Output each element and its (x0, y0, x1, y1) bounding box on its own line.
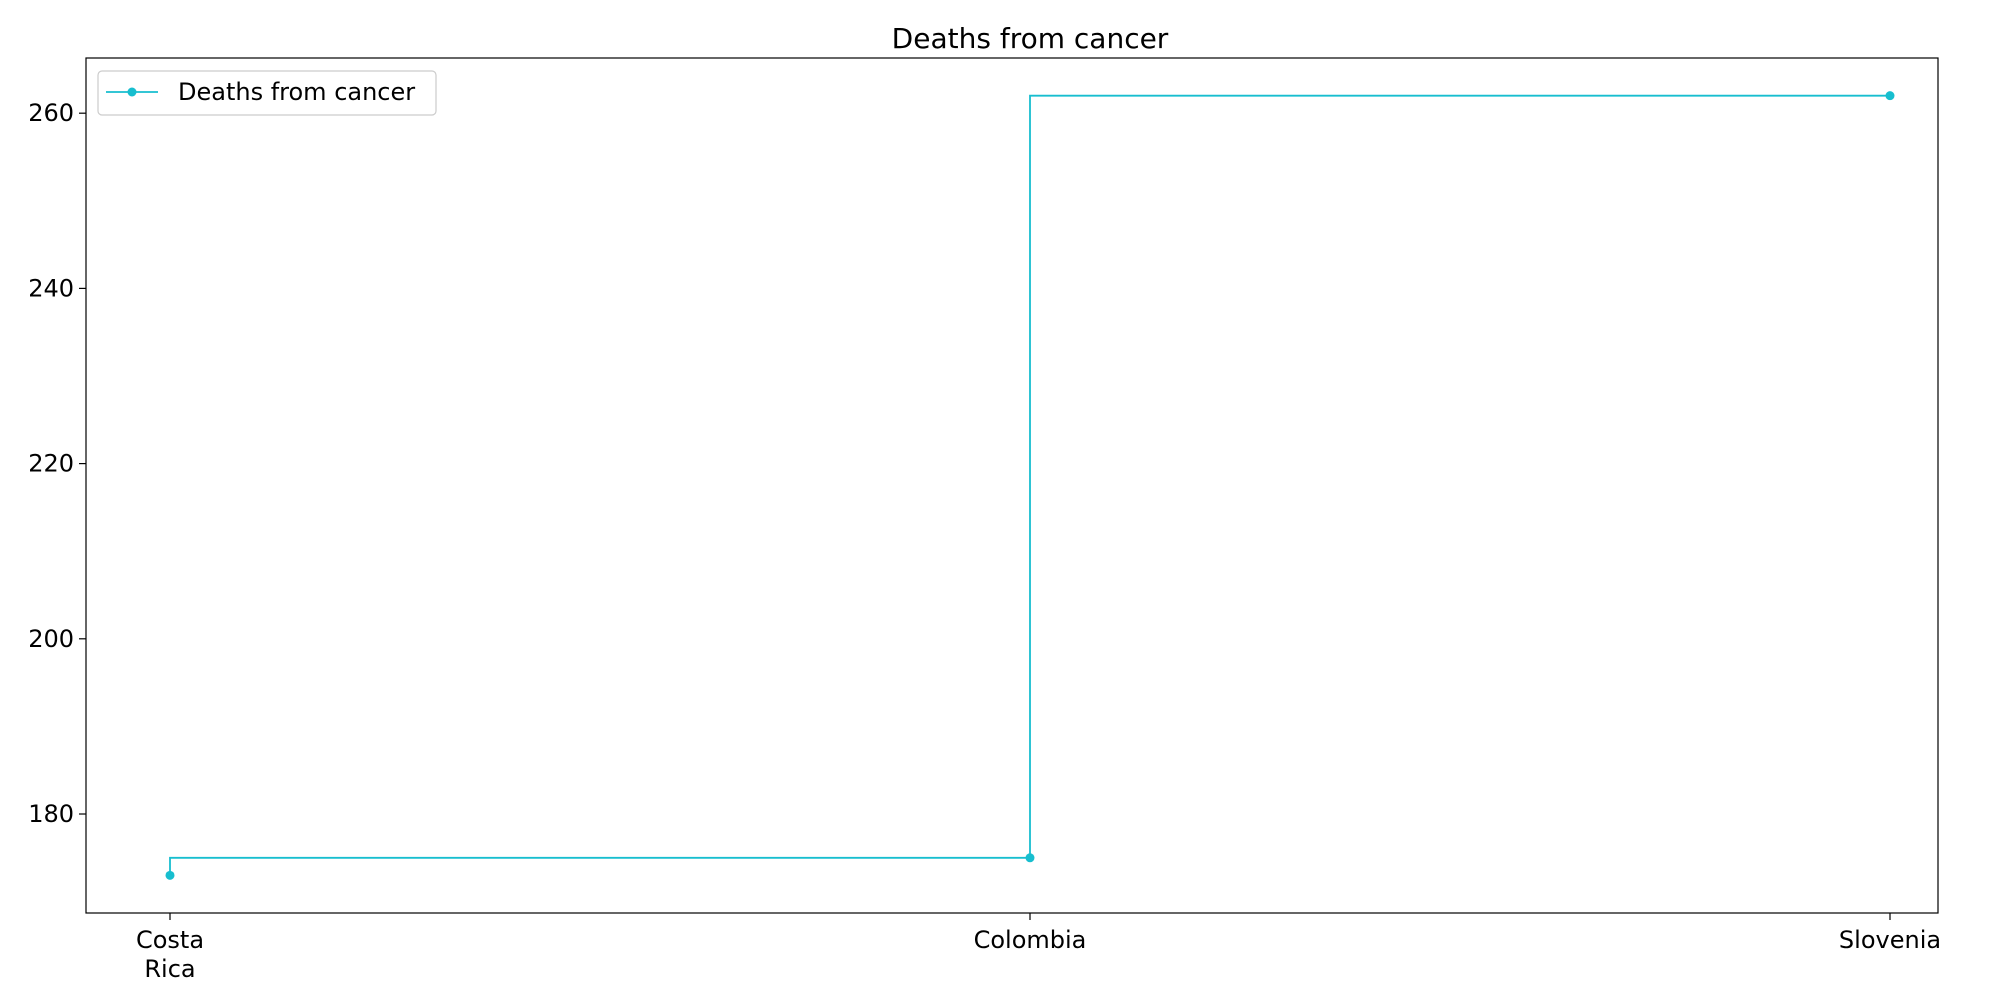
y-tick-label: 260 (28, 99, 74, 127)
data-point (165, 870, 175, 880)
x-tick-label: Slovenia (1839, 926, 1941, 954)
x-tick-label: Colombia (974, 926, 1087, 954)
legend-box (97, 70, 437, 116)
y-axis: 180 200 220 240 260 (28, 99, 86, 828)
chart-title: Deaths from cancer (892, 22, 1169, 55)
y-tick-label: 180 (28, 800, 74, 828)
y-tick-label: 240 (28, 274, 74, 302)
x-axis: Costa Rica Colombia Slovenia (136, 913, 1941, 983)
data-point (1885, 91, 1895, 101)
legend[interactable]: Deaths from cancer (97, 70, 437, 116)
legend-marker (127, 87, 137, 97)
data-point (1025, 853, 1035, 863)
x-tick-label: Costa Rica (136, 926, 204, 983)
y-tick-label: 200 (28, 625, 74, 653)
y-tick-label: 220 (28, 450, 74, 478)
series-layer (165, 91, 1895, 880)
plot-area (85, 57, 1939, 914)
legend-label: Deaths from cancer (178, 78, 415, 106)
